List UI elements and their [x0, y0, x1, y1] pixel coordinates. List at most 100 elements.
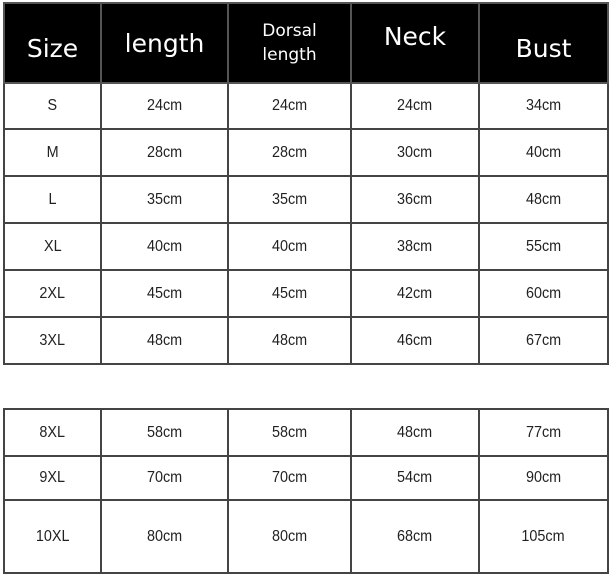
table-row: XL 40cm 40cm 38cm 55cm: [3, 222, 609, 271]
cell-length-text: 80cm: [146, 527, 183, 545]
cell-size-text: 9XL: [39, 469, 66, 486]
cell-size: 10XL: [3, 499, 102, 574]
cell-size-text: L: [48, 190, 57, 208]
cell-length-text: 40cm: [146, 237, 183, 255]
cell-length-text: 45cm: [146, 284, 183, 302]
cell-dorsal: 48cm: [227, 316, 352, 365]
cell-dorsal-text: 58cm: [271, 423, 308, 441]
blank-cell: [4, 363, 608, 410]
cell-bust-text: 77cm: [525, 423, 562, 441]
cell-length-text: 58cm: [146, 423, 183, 441]
table-row: L 35cm 35cm 36cm 48cm: [3, 175, 609, 224]
header-dorsal-line1: Dorsal: [262, 21, 317, 41]
cell-bust: 90cm: [478, 455, 609, 501]
cell-bust: 34cm: [478, 82, 609, 130]
cell-size-text: 10XL: [35, 527, 70, 545]
cell-size: M: [3, 128, 102, 177]
cell-dorsal-text: 24cm: [271, 97, 308, 114]
cell-dorsal-text: 40cm: [271, 237, 308, 255]
cell-dorsal: 58cm: [227, 408, 352, 457]
cell-dorsal: 35cm: [227, 175, 352, 224]
header-bust: Bust: [478, 2, 609, 84]
cell-bust-text: 55cm: [525, 237, 562, 255]
cell-bust: 55cm: [478, 222, 609, 271]
cell-neck: 36cm: [350, 175, 480, 224]
cell-dorsal-text: 80cm: [271, 527, 308, 545]
cell-bust: 77cm: [478, 408, 609, 457]
blank-row: [4, 363, 608, 410]
cell-size: XL: [3, 222, 102, 271]
table-row: 2XL 45cm 45cm 42cm 60cm: [3, 269, 609, 318]
cell-neck: 48cm: [350, 408, 480, 457]
cell-dorsal: 80cm: [227, 499, 352, 574]
cell-dorsal-text: 70cm: [271, 469, 308, 486]
cell-dorsal-text: 28cm: [271, 143, 308, 161]
cell-neck-text: 38cm: [397, 237, 433, 255]
cell-bust-text: 60cm: [525, 284, 562, 302]
cell-dorsal: 45cm: [227, 269, 352, 318]
cell-neck: 30cm: [350, 128, 480, 177]
cell-size: 8XL: [3, 408, 102, 457]
cell-size: 2XL: [3, 269, 102, 318]
cell-length: 24cm: [100, 82, 229, 130]
cell-size: S: [3, 82, 102, 130]
cell-neck-text: 24cm: [397, 97, 433, 114]
table-row: 3XL 48cm 48cm 46cm 67cm: [3, 316, 609, 365]
cell-dorsal: 24cm: [227, 82, 352, 130]
cell-size: 9XL: [3, 455, 102, 501]
cell-bust-text: 67cm: [525, 331, 562, 349]
cell-size-text: 2XL: [39, 284, 66, 302]
cell-neck-text: 42cm: [397, 284, 433, 302]
cell-length-text: 35cm: [146, 190, 183, 208]
cell-neck-text: 36cm: [397, 190, 433, 208]
cell-neck: 68cm: [350, 499, 480, 574]
table-row: M 28cm 28cm 30cm 40cm: [3, 128, 609, 177]
cell-bust-text: 105cm: [521, 527, 566, 545]
header-dorsal-line2: length: [262, 45, 317, 65]
cell-length: 45cm: [100, 269, 229, 318]
table-row: 8XL 58cm 58cm 48cm 77cm: [3, 408, 609, 457]
cell-length: 40cm: [100, 222, 229, 271]
cell-size-text: XL: [43, 237, 62, 255]
cell-length-text: 28cm: [146, 143, 183, 161]
header-neck: Neck: [350, 2, 480, 84]
cell-length: 28cm: [100, 128, 229, 177]
cell-neck: 38cm: [350, 222, 480, 271]
cell-dorsal: 28cm: [227, 128, 352, 177]
cell-dorsal-text: 35cm: [271, 190, 308, 208]
cell-neck-text: 68cm: [397, 527, 433, 545]
cell-bust-text: 40cm: [525, 143, 562, 161]
cell-length-text: 70cm: [146, 469, 183, 486]
cell-bust: 40cm: [478, 128, 609, 177]
cell-neck: 54cm: [350, 455, 480, 501]
cell-bust-text: 34cm: [525, 97, 562, 114]
cell-dorsal: 70cm: [227, 455, 352, 501]
table-row: 9XL 70cm 70cm 54cm 90cm: [3, 455, 609, 501]
cell-neck: 46cm: [350, 316, 480, 365]
cell-dorsal: 40cm: [227, 222, 352, 271]
cell-bust: 105cm: [478, 499, 609, 574]
cell-length-text: 48cm: [146, 331, 183, 349]
cell-size-text: S: [47, 97, 58, 114]
cell-size-text: 8XL: [39, 423, 66, 441]
cell-bust-text: 48cm: [525, 190, 562, 208]
cell-size: 3XL: [3, 316, 102, 365]
cell-neck: 24cm: [350, 82, 480, 130]
table-row: 10XL 80cm 80cm 68cm 105cm: [3, 499, 609, 574]
cell-dorsal-text: 48cm: [271, 331, 308, 349]
cell-size-text: M: [46, 143, 59, 161]
cell-bust: 67cm: [478, 316, 609, 365]
cell-bust: 60cm: [478, 269, 609, 318]
cell-length: 58cm: [100, 408, 229, 457]
cell-length: 80cm: [100, 499, 229, 574]
cell-length: 70cm: [100, 455, 229, 501]
cell-neck: 42cm: [350, 269, 480, 318]
header-row: Size length Dorsal length Neck Bust: [3, 2, 609, 84]
header-size: Size: [3, 2, 102, 84]
cell-neck-text: 48cm: [397, 423, 433, 441]
size-chart-table: Size length Dorsal length Neck Bust S 24cm…: [3, 2, 609, 574]
cell-bust-text: 90cm: [525, 469, 562, 486]
cell-neck-text: 30cm: [397, 143, 433, 161]
cell-length-text: 24cm: [146, 97, 183, 114]
cell-dorsal-text: 45cm: [271, 284, 308, 302]
